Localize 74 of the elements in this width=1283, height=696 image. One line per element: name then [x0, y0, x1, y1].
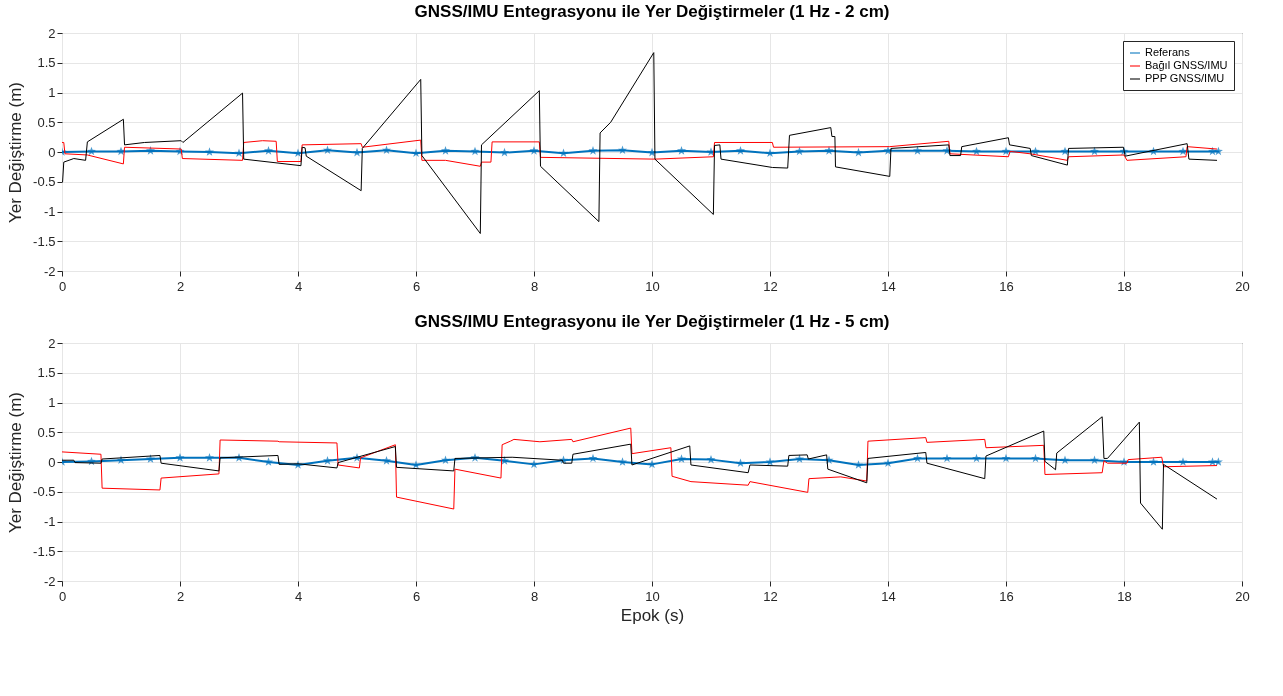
point — [735, 458, 746, 468]
x-tick-label: 20 — [1235, 278, 1250, 294]
x-tick-label: 10 — [645, 588, 660, 604]
x-tick-label: 10 — [645, 278, 660, 294]
y-tick-label: -0.5 — [33, 174, 56, 190]
y-axis-title: Yer Değiştirme (m) — [6, 81, 26, 224]
y-tick-label: 2 — [48, 25, 56, 41]
y-tick-label: 1 — [48, 85, 56, 100]
x-tick-label: 16 — [999, 588, 1014, 604]
point — [765, 457, 775, 466]
x-tick-label: 2 — [176, 588, 185, 604]
x-tick-label: 2 — [176, 278, 185, 294]
point — [440, 455, 451, 465]
x-tick-label: 0 — [58, 588, 67, 604]
point — [706, 454, 716, 464]
x-tick-label: 16 — [999, 278, 1014, 294]
y-axis-title: Yer Değiştirme (m) — [6, 391, 26, 534]
point — [647, 459, 657, 469]
y-tick-label: -1 — [43, 514, 56, 529]
chart-title: GNSS/IMU Entegrasyonu ile Yer Değiştirmeler (1 Hz - 5 cm) — [414, 312, 890, 331]
x-tick-label: 14 — [881, 278, 896, 294]
y-tick-label: 0 — [48, 454, 56, 470]
legend-label: PPP GNSS/IMU — [1145, 72, 1225, 84]
y-tick-label: -1 — [43, 204, 56, 219]
point — [588, 453, 598, 463]
y-tick-label: 1.5 — [37, 55, 56, 71]
y-tick-label: -2 — [43, 573, 56, 589]
point — [853, 460, 864, 469]
point — [617, 457, 628, 466]
point — [411, 460, 421, 469]
point — [1001, 453, 1011, 463]
point — [204, 453, 215, 462]
x-tick-label: 14 — [881, 588, 896, 604]
y-tick-label: 0 — [48, 144, 56, 160]
point — [175, 453, 185, 462]
y-tick-label: 0.5 — [37, 114, 56, 130]
chart-title: GNSS/IMU Entegrasyonu ile Yer Değiştirmeler (1 Hz - 2 cm) — [414, 2, 890, 21]
y-tick-label: 1 — [48, 395, 56, 410]
y-tick-label: -0.5 — [33, 484, 56, 500]
y-tick-label: -2 — [43, 263, 56, 279]
y-tick-label: 2 — [48, 335, 56, 351]
x-tick-label: 8 — [530, 278, 539, 294]
point — [529, 459, 539, 469]
point — [1178, 457, 1188, 466]
point — [322, 456, 333, 465]
legend-label: Referans — [1145, 46, 1191, 58]
point — [912, 453, 923, 463]
y-tick-label: -1.5 — [33, 233, 56, 249]
point — [1213, 457, 1223, 466]
point — [263, 457, 274, 466]
point — [942, 453, 952, 463]
line-series — [62, 416, 1218, 530]
x-tick-label: 6 — [412, 278, 421, 294]
legend-label: Bağıl GNSS/IMU — [1145, 59, 1228, 71]
x-tick-label: 20 — [1235, 588, 1250, 604]
point — [1030, 453, 1041, 463]
point — [381, 456, 392, 465]
y-tick-label: 1.5 — [37, 365, 56, 381]
x-tick-label: 6 — [412, 588, 421, 604]
x-tick-label: 4 — [294, 588, 303, 604]
point — [971, 453, 982, 463]
point — [1148, 457, 1159, 466]
x-tick-label: 4 — [294, 278, 303, 294]
x-tick-label: 12 — [763, 588, 778, 604]
x-tick-label: 0 — [58, 278, 67, 294]
x-tick-label: 12 — [763, 278, 778, 294]
x-tick-label: 18 — [1117, 588, 1132, 604]
y-tick-label: -1.5 — [33, 543, 56, 559]
point — [1089, 455, 1100, 465]
x-tick-label: 8 — [530, 588, 539, 604]
point — [676, 454, 687, 463]
x-axis-title: Epok (s) — [620, 605, 685, 625]
y-tick-label: 0.5 — [37, 424, 56, 440]
x-tick-label: 18 — [1117, 278, 1132, 294]
